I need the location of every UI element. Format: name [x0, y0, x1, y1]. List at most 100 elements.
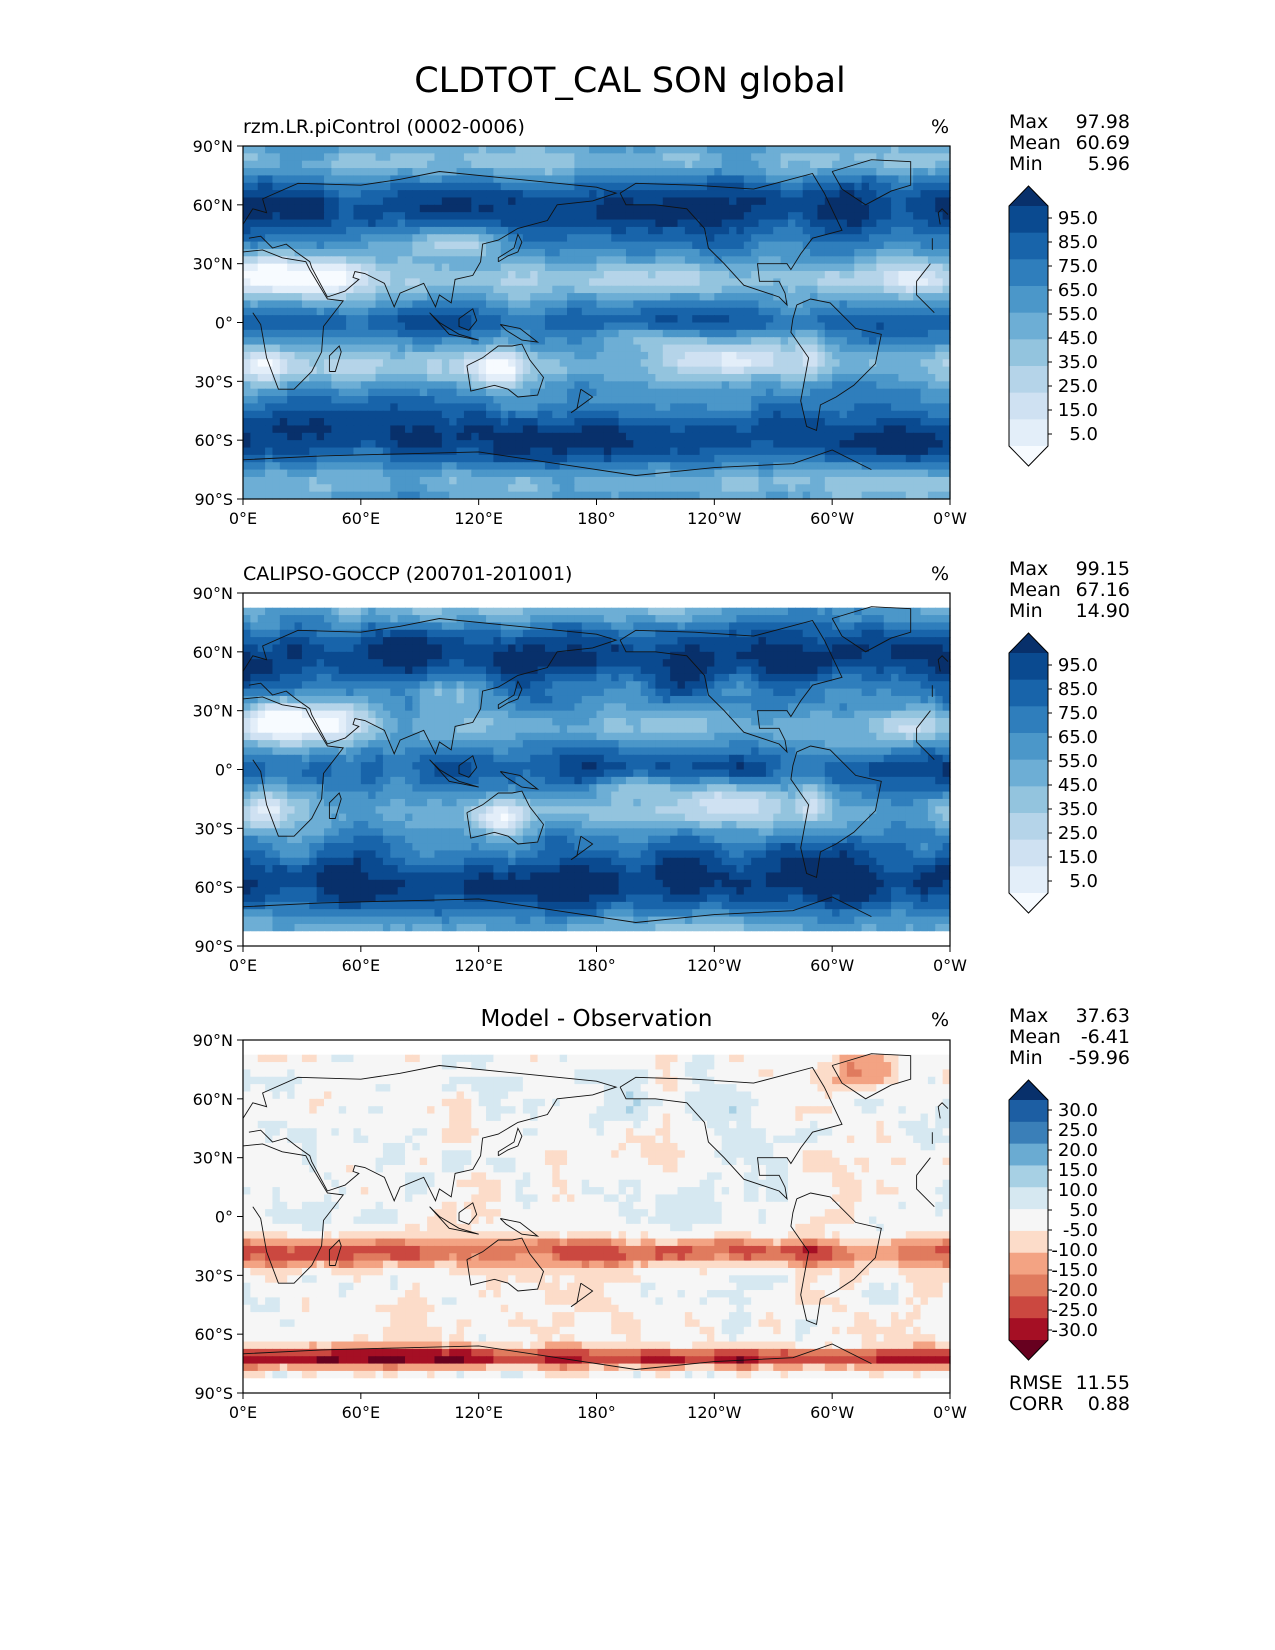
- map-cell: [479, 293, 487, 301]
- map-cell: [619, 234, 627, 242]
- map-cell: [309, 470, 317, 478]
- map-cell: [678, 462, 686, 470]
- map-cell: [258, 153, 266, 161]
- map-cell: [619, 345, 627, 353]
- map-cell: [832, 264, 840, 272]
- map-cell: [361, 175, 369, 183]
- map-cell: [427, 425, 435, 433]
- map-cell: [353, 168, 361, 176]
- map-cell: [891, 153, 899, 161]
- map-cell: [825, 234, 833, 242]
- map-cell: [619, 227, 627, 235]
- map-cell: [626, 433, 634, 441]
- map-cell: [619, 403, 627, 411]
- map-cell: [803, 278, 811, 286]
- map-cell: [464, 396, 472, 404]
- map-cell: [817, 205, 825, 213]
- map-cell: [891, 608, 899, 616]
- map-cell: [287, 271, 295, 279]
- map-cell: [597, 205, 605, 213]
- map-cell: [648, 220, 656, 228]
- map-cell: [250, 615, 258, 623]
- map-cell: [405, 403, 413, 411]
- map-cell: [486, 308, 494, 316]
- map-cell: [361, 374, 369, 382]
- map-cell: [353, 175, 361, 183]
- map-cell: [317, 593, 325, 601]
- map-cell: [604, 168, 612, 176]
- map-cell: [825, 411, 833, 419]
- map-cell: [331, 396, 339, 404]
- map-cell: [854, 190, 862, 198]
- map-cell: [935, 242, 943, 250]
- map-cell: [928, 359, 936, 367]
- map-cell: [479, 374, 487, 382]
- map-cell: [751, 433, 759, 441]
- map-cell: [722, 608, 730, 616]
- map-cell: [619, 153, 627, 161]
- map-cell: [420, 462, 428, 470]
- map-cell: [678, 352, 686, 360]
- map-cell: [862, 425, 870, 433]
- map-cell: [862, 212, 870, 220]
- map-cell: [317, 403, 325, 411]
- map-cell: [317, 608, 325, 616]
- map-cell: [398, 315, 406, 323]
- map-cell: [700, 153, 708, 161]
- map-cell: [427, 455, 435, 463]
- map-cell: [862, 433, 870, 441]
- map-cell: [287, 264, 295, 272]
- map-cell: [346, 146, 354, 154]
- map-cell: [582, 278, 590, 286]
- map-cell: [795, 330, 803, 338]
- map-cell: [692, 300, 700, 308]
- map-cell: [287, 367, 295, 375]
- map-cell: [383, 315, 391, 323]
- map-cell: [589, 205, 597, 213]
- map-cell: [729, 425, 737, 433]
- map-cell: [751, 278, 759, 286]
- map-cell: [714, 315, 722, 323]
- map-cell: [508, 168, 516, 176]
- map-cell: [302, 615, 310, 623]
- map-cell: [714, 330, 722, 338]
- map-cell: [597, 462, 605, 470]
- map-cell: [552, 330, 560, 338]
- map-cell: [597, 227, 605, 235]
- map-cell: [501, 183, 509, 191]
- map-cell: [869, 484, 877, 492]
- map-cell: [449, 242, 457, 250]
- map-cell: [847, 367, 855, 375]
- map-cell: [574, 477, 582, 485]
- map-cell: [324, 593, 332, 601]
- map-cell: [619, 367, 627, 375]
- map-cell: [744, 161, 752, 169]
- map-cell: [655, 608, 663, 616]
- map-cell: [280, 359, 288, 367]
- map-cell: [538, 462, 546, 470]
- map-cell: [935, 153, 943, 161]
- map-cell: [552, 600, 560, 608]
- map-cell: [788, 359, 796, 367]
- map-cell: [324, 175, 332, 183]
- map-cell: [346, 249, 354, 257]
- map-cell: [766, 264, 774, 272]
- map-cell: [935, 403, 943, 411]
- map-cell: [464, 352, 472, 360]
- map-cell: [795, 381, 803, 389]
- map-cell: [405, 146, 413, 154]
- map-cell: [759, 197, 767, 205]
- map-cell: [493, 146, 501, 154]
- map-cell: [744, 477, 752, 485]
- map-cell: [560, 168, 568, 176]
- map-cell: [420, 608, 428, 616]
- map-cell: [361, 256, 369, 264]
- map-cell: [538, 286, 546, 294]
- map-cell: [795, 440, 803, 448]
- map-cell: [678, 455, 686, 463]
- map-cell: [412, 433, 420, 441]
- map-cell: [817, 600, 825, 608]
- map-cell: [817, 337, 825, 345]
- map-cell: [854, 220, 862, 228]
- map-cell: [817, 352, 825, 360]
